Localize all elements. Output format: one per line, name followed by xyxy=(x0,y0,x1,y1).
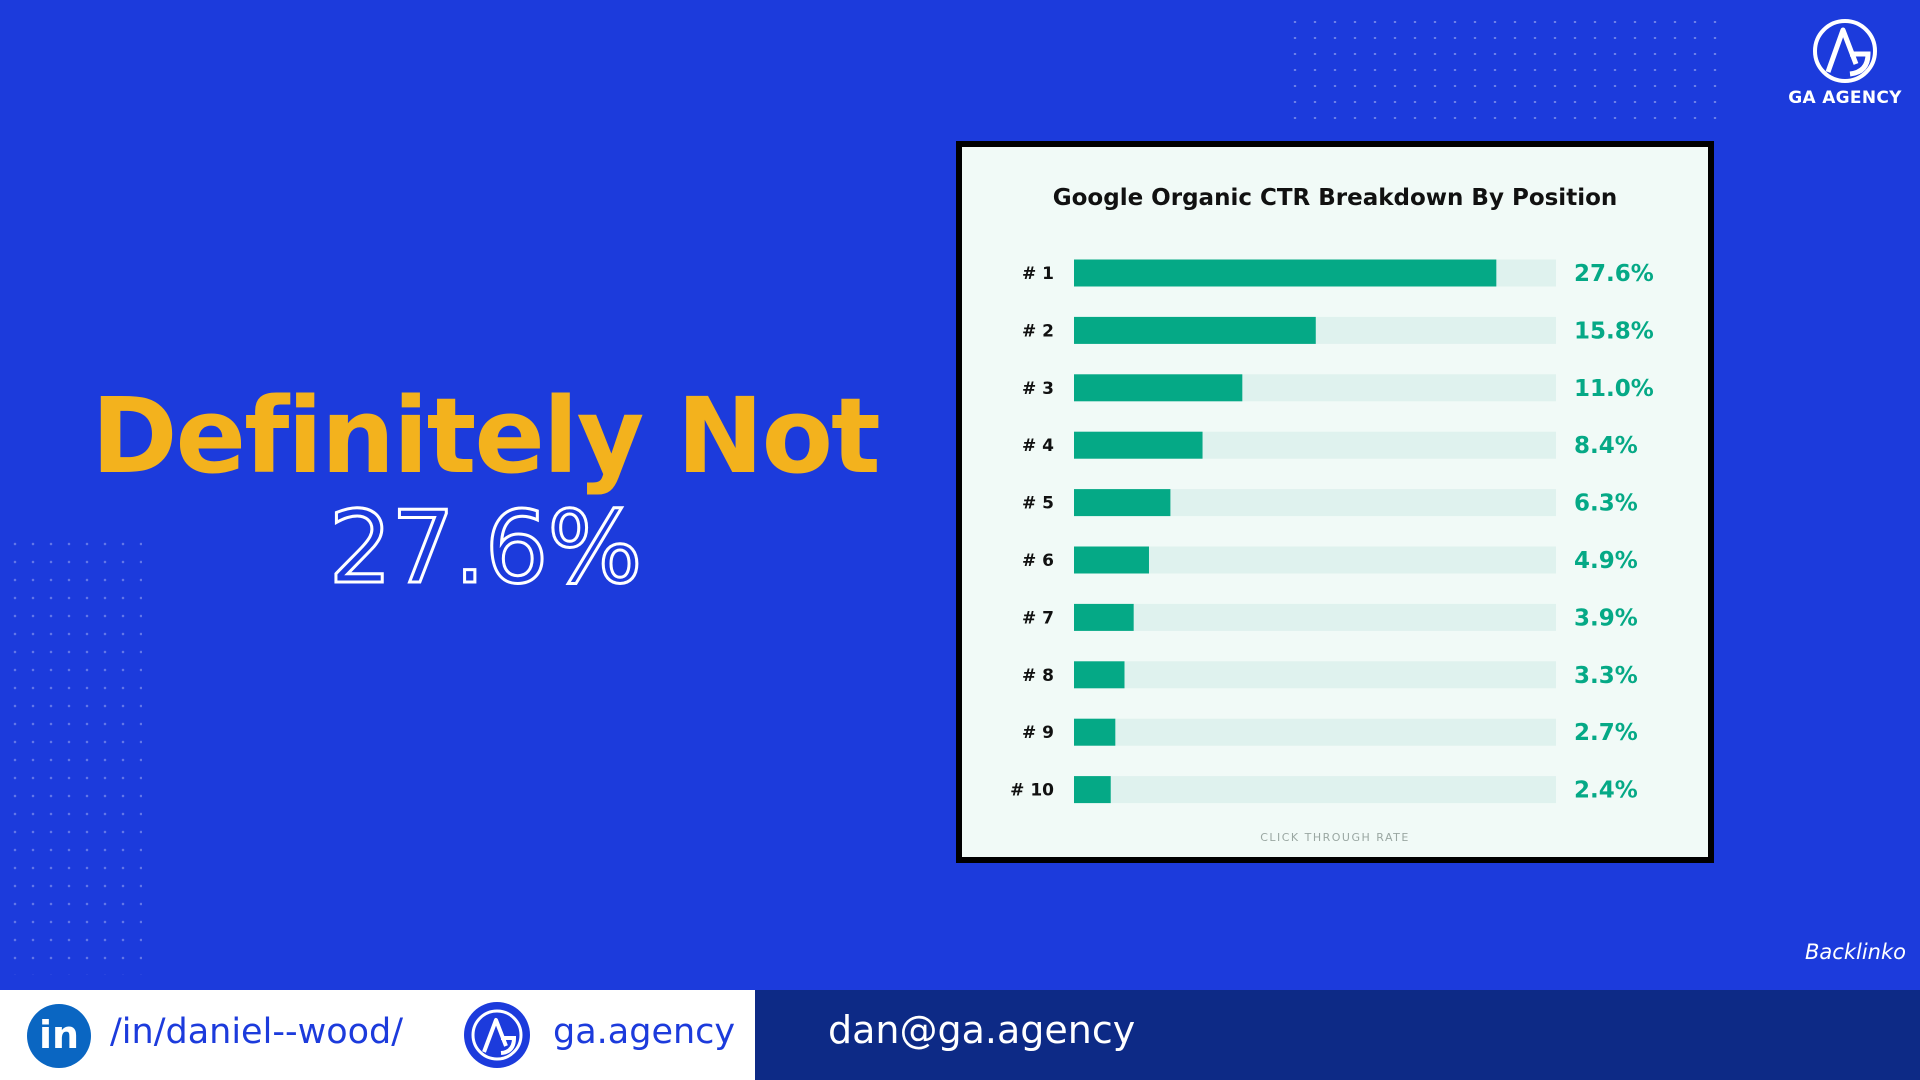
footer-bar: in /in/daniel--wood/ ga.agency dan@ga.ag… xyxy=(0,990,1920,1080)
bar xyxy=(1074,316,1316,344)
value-label: 15.8% xyxy=(1574,318,1654,344)
website-link[interactable]: ga.agency xyxy=(553,1012,736,1052)
category-label: # 7 xyxy=(1022,608,1054,628)
bar-track xyxy=(1074,776,1556,804)
category-label: # 2 xyxy=(1022,321,1054,341)
category-label: # 10 xyxy=(1010,781,1054,801)
headline-line-2: 27.6% xyxy=(327,489,644,606)
value-label: 4.9% xyxy=(1574,548,1638,574)
ctr-bar-chart: # 1 27.6% # 2 15.8% # 3 11.0% # 4 8.4% # 5 6.3% # … xyxy=(1010,259,1654,804)
bar xyxy=(1074,431,1203,459)
bar xyxy=(1074,259,1497,287)
linkedin-icon[interactable]: in xyxy=(27,1004,91,1068)
value-label: 3.9% xyxy=(1574,605,1638,631)
category-label: # 9 xyxy=(1022,723,1054,743)
bar-track xyxy=(1074,546,1556,574)
bar xyxy=(1074,374,1243,402)
bar xyxy=(1074,776,1111,804)
value-label: 8.4% xyxy=(1574,433,1638,459)
category-label: # 1 xyxy=(1022,264,1054,284)
x-axis-label: CLICK THROUGH RATE xyxy=(1260,831,1410,844)
bar xyxy=(1074,718,1116,746)
bar xyxy=(1074,546,1149,574)
bar xyxy=(1074,661,1125,689)
email-link[interactable]: dan@ga.agency xyxy=(828,1008,1136,1052)
value-label: 2.4% xyxy=(1574,778,1638,804)
bar xyxy=(1074,489,1171,517)
ctr-chart-card: Google Organic CTR Breakdown By Position… xyxy=(956,141,1714,863)
value-label: 6.3% xyxy=(1574,491,1638,517)
linkedin-link[interactable]: /in/daniel--wood/ xyxy=(110,1012,404,1052)
category-label: # 3 xyxy=(1022,379,1054,399)
value-label: 3.3% xyxy=(1574,663,1638,689)
bar xyxy=(1074,603,1134,631)
category-label: # 8 xyxy=(1022,666,1054,686)
footer-contact-right xyxy=(755,990,1920,1080)
value-label: 27.6% xyxy=(1574,261,1654,287)
brand-name: GA AGENCY xyxy=(1788,88,1902,108)
bar-track xyxy=(1074,603,1556,631)
footer-contact-left: in /in/daniel--wood/ ga.agency xyxy=(0,990,755,1080)
brand-logo: GA AGENCY xyxy=(1780,16,1910,108)
headline: Definitely Not 27.6% xyxy=(0,375,970,606)
value-label: 11.0% xyxy=(1574,376,1654,402)
headline-line-1: Definitely Not xyxy=(91,375,881,497)
category-label: # 4 xyxy=(1022,436,1054,456)
value-label: 2.7% xyxy=(1574,720,1638,746)
dot-pattern-top-right xyxy=(1285,14,1725,126)
bar-track xyxy=(1074,718,1556,746)
ga-logo-icon xyxy=(1813,19,1877,83)
bar-track xyxy=(1074,661,1556,689)
dot-pattern-left xyxy=(6,535,142,975)
chart-title: Google Organic CTR Breakdown By Position xyxy=(1052,185,1618,211)
category-label: # 6 xyxy=(1022,551,1054,571)
source-credit: Backlinko xyxy=(1805,940,1906,964)
ga-agency-icon[interactable] xyxy=(464,1002,530,1068)
category-label: # 5 xyxy=(1022,494,1054,514)
